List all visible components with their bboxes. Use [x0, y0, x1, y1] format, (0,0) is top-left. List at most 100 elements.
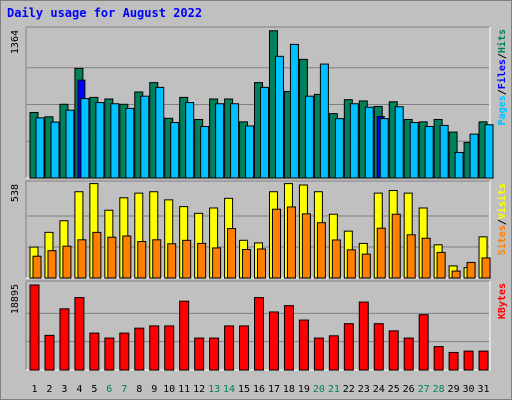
day-label-2: 2	[46, 384, 52, 395]
bar-sites-day-1	[32, 255, 42, 279]
day-label-28: 28	[433, 384, 445, 395]
bar-sites-day-23	[361, 253, 371, 279]
bar-sites-day-13	[212, 247, 222, 279]
bar-pages-day-21	[334, 118, 344, 179]
bar-sites-day-2	[47, 250, 57, 279]
panel-kbytes-max-label: 18895	[10, 284, 21, 314]
day-label-15: 15	[238, 384, 250, 395]
day-label-22: 22	[343, 384, 355, 395]
bar-kbytes-day-21	[328, 335, 339, 371]
bar-sites-day-12	[197, 242, 207, 279]
bar-kbytes-day-25	[388, 330, 399, 371]
bar-pages-day-19	[304, 95, 314, 179]
legend-separator: /	[497, 219, 508, 225]
bar-pages-day-6	[110, 103, 120, 179]
bar-kbytes-day-27	[418, 314, 429, 371]
day-label-19: 19	[298, 384, 310, 395]
day-label-4: 4	[76, 384, 82, 395]
day-label-24: 24	[373, 384, 385, 395]
bar-pages-day-22	[349, 103, 359, 179]
bar-sites-day-9	[152, 239, 162, 279]
legend-entry-files: Files	[496, 59, 508, 89]
bar-pages-day-1	[35, 117, 45, 179]
day-label-20: 20	[313, 384, 325, 395]
panel-hits-files-pages-legend: Pages/Files/Hits	[496, 29, 508, 125]
bar-pages-day-12	[200, 125, 210, 179]
bar-pages-day-29	[454, 151, 464, 179]
day-label-18: 18	[283, 384, 295, 395]
day-label-13: 13	[208, 384, 220, 395]
day-label-1: 1	[31, 384, 37, 395]
bar-sites-day-30	[466, 261, 476, 279]
panel-visits-sites-max-label: 538	[10, 184, 21, 202]
bar-kbytes-day-6	[104, 337, 115, 371]
day-label-9: 9	[151, 384, 157, 395]
bar-sites-day-28	[436, 251, 446, 279]
bar-pages-day-7	[125, 107, 135, 179]
legend-entry-kbytes: KBytes	[497, 283, 508, 319]
bar-sites-day-15	[242, 248, 252, 279]
bar-pages-day-30	[469, 133, 479, 179]
bar-kbytes-day-22	[343, 323, 354, 371]
bar-pages-day-3	[65, 109, 75, 179]
bar-kbytes-day-24	[373, 323, 384, 371]
bar-kbytes-day-12	[194, 337, 205, 371]
bar-sites-day-10	[167, 243, 177, 279]
bar-sites-day-11	[182, 239, 192, 279]
bar-sites-day-4	[77, 239, 87, 279]
bar-pages-day-9	[155, 86, 165, 179]
bar-sites-day-21	[331, 239, 341, 279]
bar-kbytes-day-31	[478, 350, 489, 371]
bar-pages-day-18	[289, 43, 299, 179]
bar-pages-day-16	[260, 86, 270, 179]
chart-title: Daily usage for August 2022	[7, 6, 203, 20]
bar-kbytes-day-2	[44, 334, 55, 371]
bar-sites-day-31	[481, 257, 491, 279]
legend-entry-pages: Pages	[497, 95, 508, 125]
bar-pages-day-8	[140, 95, 150, 179]
bar-kbytes-day-18	[283, 305, 294, 371]
bar-kbytes-day-17	[268, 311, 279, 371]
bar-sites-day-18	[286, 206, 296, 279]
day-label-26: 26	[403, 384, 415, 395]
bar-pages-day-20	[319, 63, 329, 179]
bar-pages-day-10	[170, 121, 180, 179]
bar-pages-day-23	[364, 106, 374, 179]
day-label-17: 17	[268, 384, 280, 395]
day-label-23: 23	[358, 384, 370, 395]
bar-kbytes-day-16	[254, 297, 265, 371]
day-label-3: 3	[61, 384, 67, 395]
bar-pages-day-15	[245, 125, 255, 179]
day-label-7: 7	[121, 384, 127, 395]
bar-sites-day-24	[376, 227, 386, 279]
bar-pages-day-13	[215, 103, 225, 179]
bar-sites-day-3	[62, 245, 72, 279]
day-label-5: 5	[91, 384, 97, 395]
bar-kbytes-day-26	[403, 337, 414, 371]
bar-pages-day-27	[424, 125, 434, 179]
bar-kbytes-day-4	[74, 297, 85, 371]
bar-pages-day-26	[409, 121, 419, 179]
legend-entry-visits: Visits	[496, 183, 508, 219]
legend-entry-hits: Hits	[496, 29, 508, 53]
bar-pages-day-25	[394, 106, 404, 179]
bar-sites-day-27	[421, 237, 431, 279]
legend-separator: /	[497, 53, 508, 59]
panel-hits-files-pages-max-label: 1364	[10, 30, 21, 54]
day-label-30: 30	[463, 384, 475, 395]
bar-kbytes-day-28	[433, 346, 444, 371]
bar-pages-day-4	[80, 98, 90, 179]
bar-kbytes-day-20	[313, 337, 324, 371]
bar-sites-day-14	[227, 228, 237, 279]
bar-pages-day-28	[439, 124, 449, 179]
bar-sites-day-19	[301, 213, 311, 279]
bar-sites-day-5	[92, 231, 102, 279]
legend-entry-sites: Sites	[496, 225, 508, 255]
day-label-27: 27	[418, 384, 430, 395]
bar-kbytes-day-23	[358, 301, 369, 371]
day-label-10: 10	[163, 384, 175, 395]
bar-pages-day-14	[230, 103, 240, 179]
bar-pages-day-31	[484, 124, 494, 179]
